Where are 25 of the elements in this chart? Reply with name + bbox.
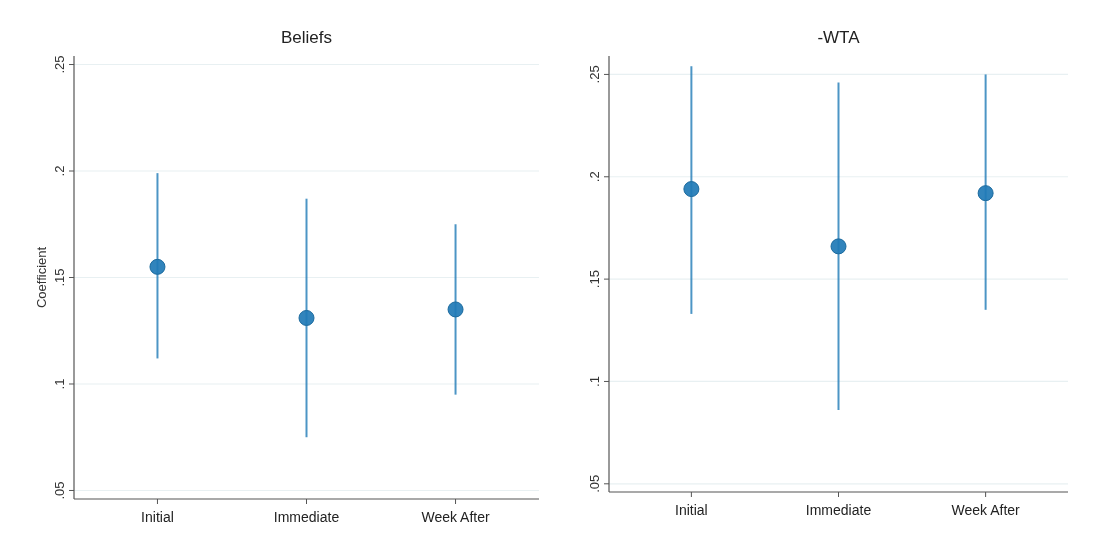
x-tick-label: Initial bbox=[141, 509, 174, 525]
y-tick-label: .1 bbox=[52, 378, 67, 390]
x-tick-label: Initial bbox=[675, 502, 708, 518]
y-tick-label: .05 bbox=[52, 481, 67, 500]
y-tick-label: .1 bbox=[587, 376, 602, 387]
y-tick-label: .2 bbox=[52, 165, 67, 177]
y-tick-label: .25 bbox=[52, 55, 67, 74]
x-tick-label: Week After bbox=[951, 502, 1021, 518]
chart-title: Beliefs bbox=[280, 28, 333, 47]
point bbox=[447, 301, 464, 318]
x-tick-label: Immediate bbox=[805, 502, 872, 518]
x-tick-label: Week After bbox=[421, 509, 490, 525]
point bbox=[298, 309, 315, 326]
point bbox=[683, 181, 700, 198]
point bbox=[977, 185, 994, 202]
y-tick-label: .15 bbox=[52, 268, 67, 287]
y-tick-label: .25 bbox=[587, 65, 602, 84]
point bbox=[830, 238, 847, 255]
point bbox=[149, 258, 166, 275]
chart-title: -WTA bbox=[817, 28, 861, 47]
y-axis-title: Coefficient bbox=[34, 246, 49, 309]
y-tick-label: .15 bbox=[587, 270, 602, 289]
y-tick-label: .05 bbox=[587, 474, 602, 493]
y-tick-label: .2 bbox=[587, 171, 602, 183]
x-tick-label: Immediate bbox=[273, 509, 340, 525]
